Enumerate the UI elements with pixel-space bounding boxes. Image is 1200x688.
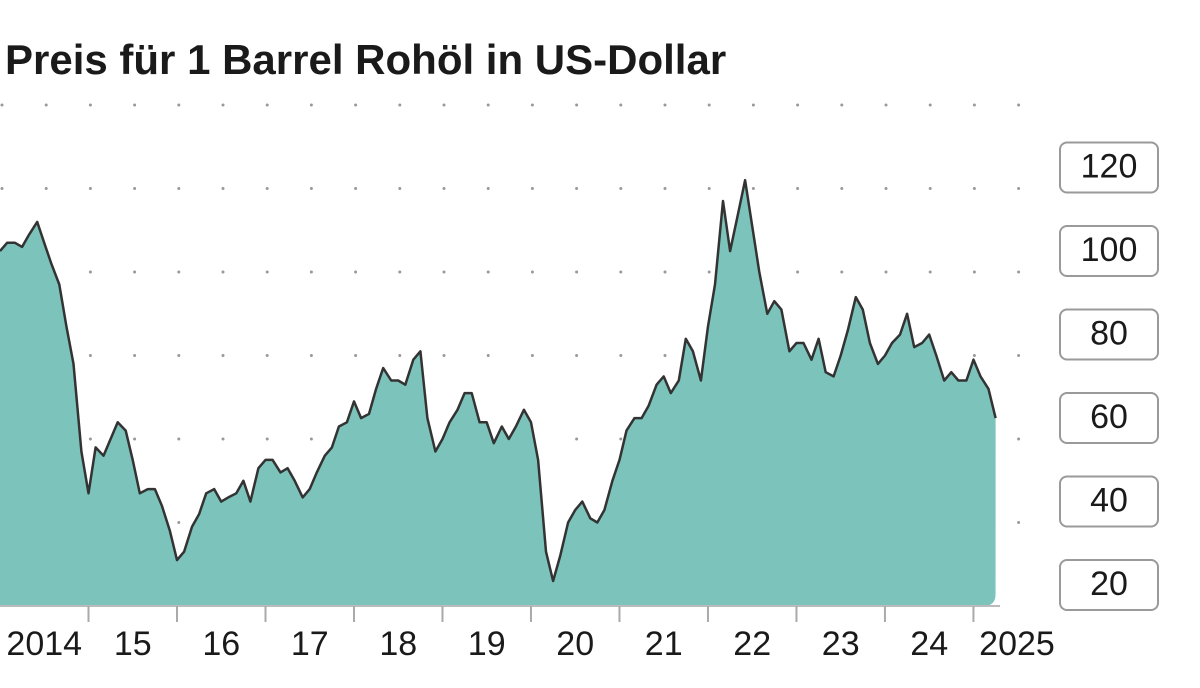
x-tick-label: 17 [291,625,329,663]
y-tick-label: 80 [1090,314,1128,352]
line [0,178,997,583]
x-tick-label: 19 [468,625,506,663]
y-tick-label: 40 [1090,481,1128,519]
x-tick-label: 24 [910,625,948,663]
x-tick-label: 16 [202,625,240,663]
y-tick-box [1059,392,1159,444]
x-tick-label: 23 [822,625,860,663]
x-tick-label: 20 [556,625,594,663]
y-tick-box [1059,225,1159,277]
y-tick-label: 60 [1090,398,1128,436]
y-tick-label: 120 [1081,147,1138,185]
x-tick-label: 22 [733,625,771,663]
y-tick-box [1059,559,1159,611]
area [0,180,996,606]
chart-title: Preis für 1 Barrel Rohöl in US-Dollar [5,36,726,83]
x-tick-label: 15 [114,625,152,663]
y-tick-box [1059,475,1159,528]
y-tick-box [1059,141,1159,194]
x-tick-label: 2014 [6,625,82,663]
y-tick-box [1059,308,1159,361]
y-tick-label: 100 [1081,231,1138,269]
x-tick-label: 2025 [979,625,1055,663]
y-tick-label: 20 [1090,565,1128,603]
x-tick-label: 21 [645,625,683,663]
x-tick-label: 18 [379,625,417,663]
